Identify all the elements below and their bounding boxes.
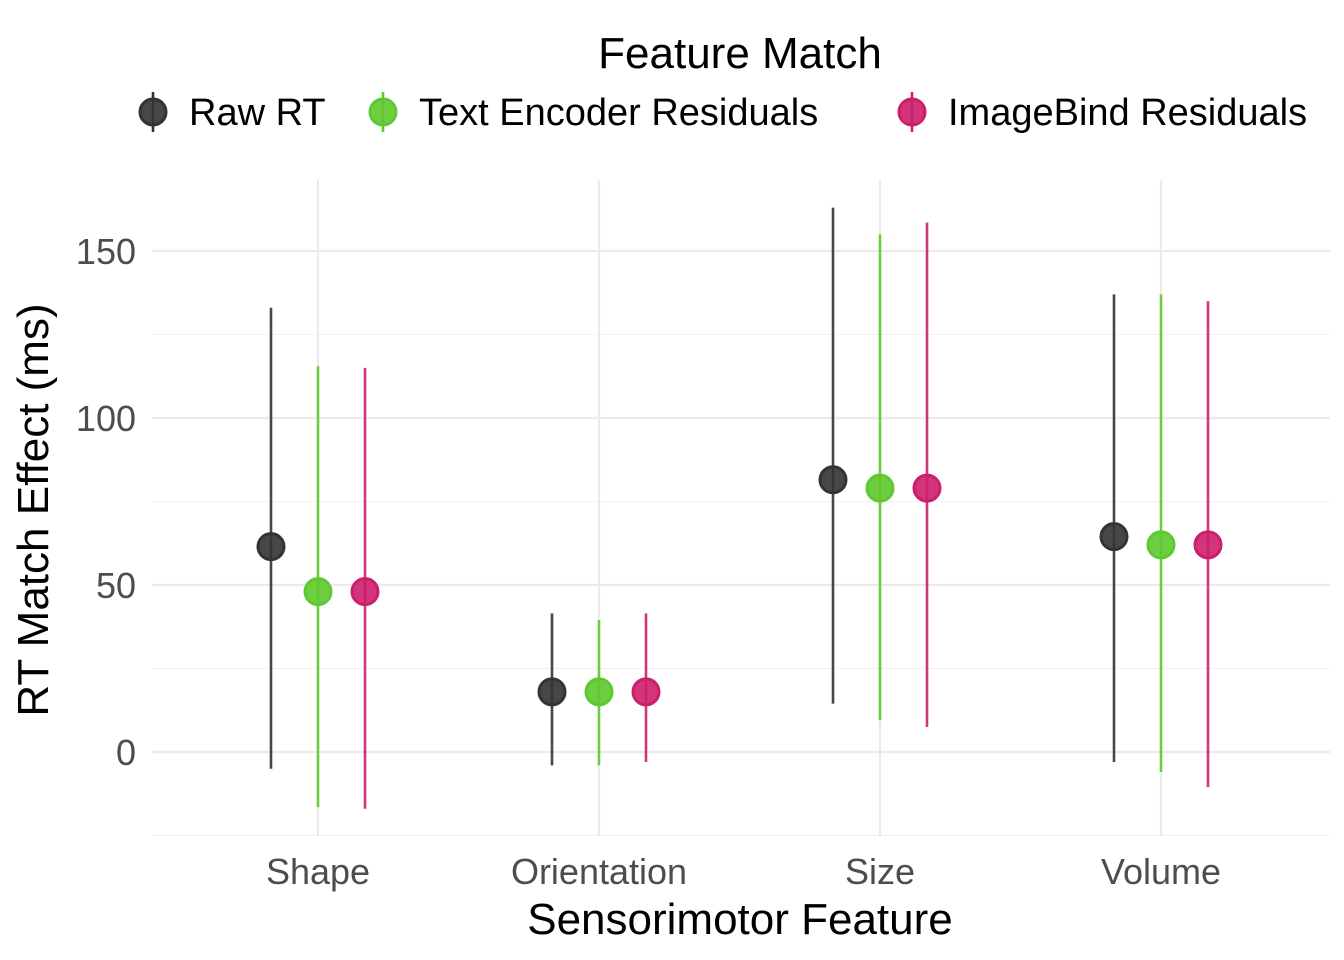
y-tick-label: 50	[96, 565, 136, 606]
legend-item: Text Encoder Residuals	[368, 92, 818, 134]
legend-items: Raw RT Text Encoder Residuals ImageBind Re…	[138, 92, 1307, 134]
legend-label: Text Encoder Residuals	[419, 92, 818, 134]
legend-item: Raw RT	[138, 92, 326, 134]
y-axis-title: RT Match Effect (ms)	[9, 303, 58, 716]
data-point	[1193, 530, 1223, 560]
legend-key-point	[368, 97, 398, 127]
y-tick-label: 150	[76, 231, 136, 272]
data-point	[912, 473, 942, 503]
legend-title: Feature Match	[598, 29, 882, 78]
data-point	[1099, 522, 1129, 552]
legend-key-point	[138, 97, 168, 127]
x-tick-label: Orientation	[511, 851, 687, 892]
legend-item: ImageBind Residuals	[897, 92, 1307, 134]
data-point	[584, 677, 614, 707]
data-point	[350, 577, 380, 607]
y-tick-label: 100	[76, 398, 136, 439]
data-point	[865, 473, 895, 503]
legend-key-point	[897, 97, 927, 127]
y-tick-label: 0	[116, 732, 136, 773]
major-gridlines	[152, 180, 1330, 836]
x-tick-label: Volume	[1101, 851, 1221, 892]
legend-label: Raw RT	[189, 92, 326, 134]
y-axis-ticks: 0 50 100 150	[76, 231, 136, 773]
data-point	[256, 532, 286, 562]
data-point	[818, 465, 848, 495]
data-point	[631, 677, 661, 707]
data-point	[1146, 530, 1176, 560]
data-point	[303, 577, 333, 607]
x-tick-label: Shape	[266, 851, 370, 892]
x-axis-ticks: Shape Orientation Size Volume	[266, 851, 1221, 892]
data-point	[537, 677, 567, 707]
minor-gridlines	[152, 333, 1330, 837]
error-bars	[269, 207, 1210, 809]
points	[256, 465, 1223, 707]
legend: Feature Match Raw RT Text Encoder Residua…	[138, 29, 1307, 134]
plot-panel	[152, 180, 1330, 837]
legend-label: ImageBind Residuals	[948, 92, 1307, 134]
x-tick-label: Size	[845, 851, 915, 892]
x-axis-title: Sensorimotor Feature	[527, 895, 953, 944]
